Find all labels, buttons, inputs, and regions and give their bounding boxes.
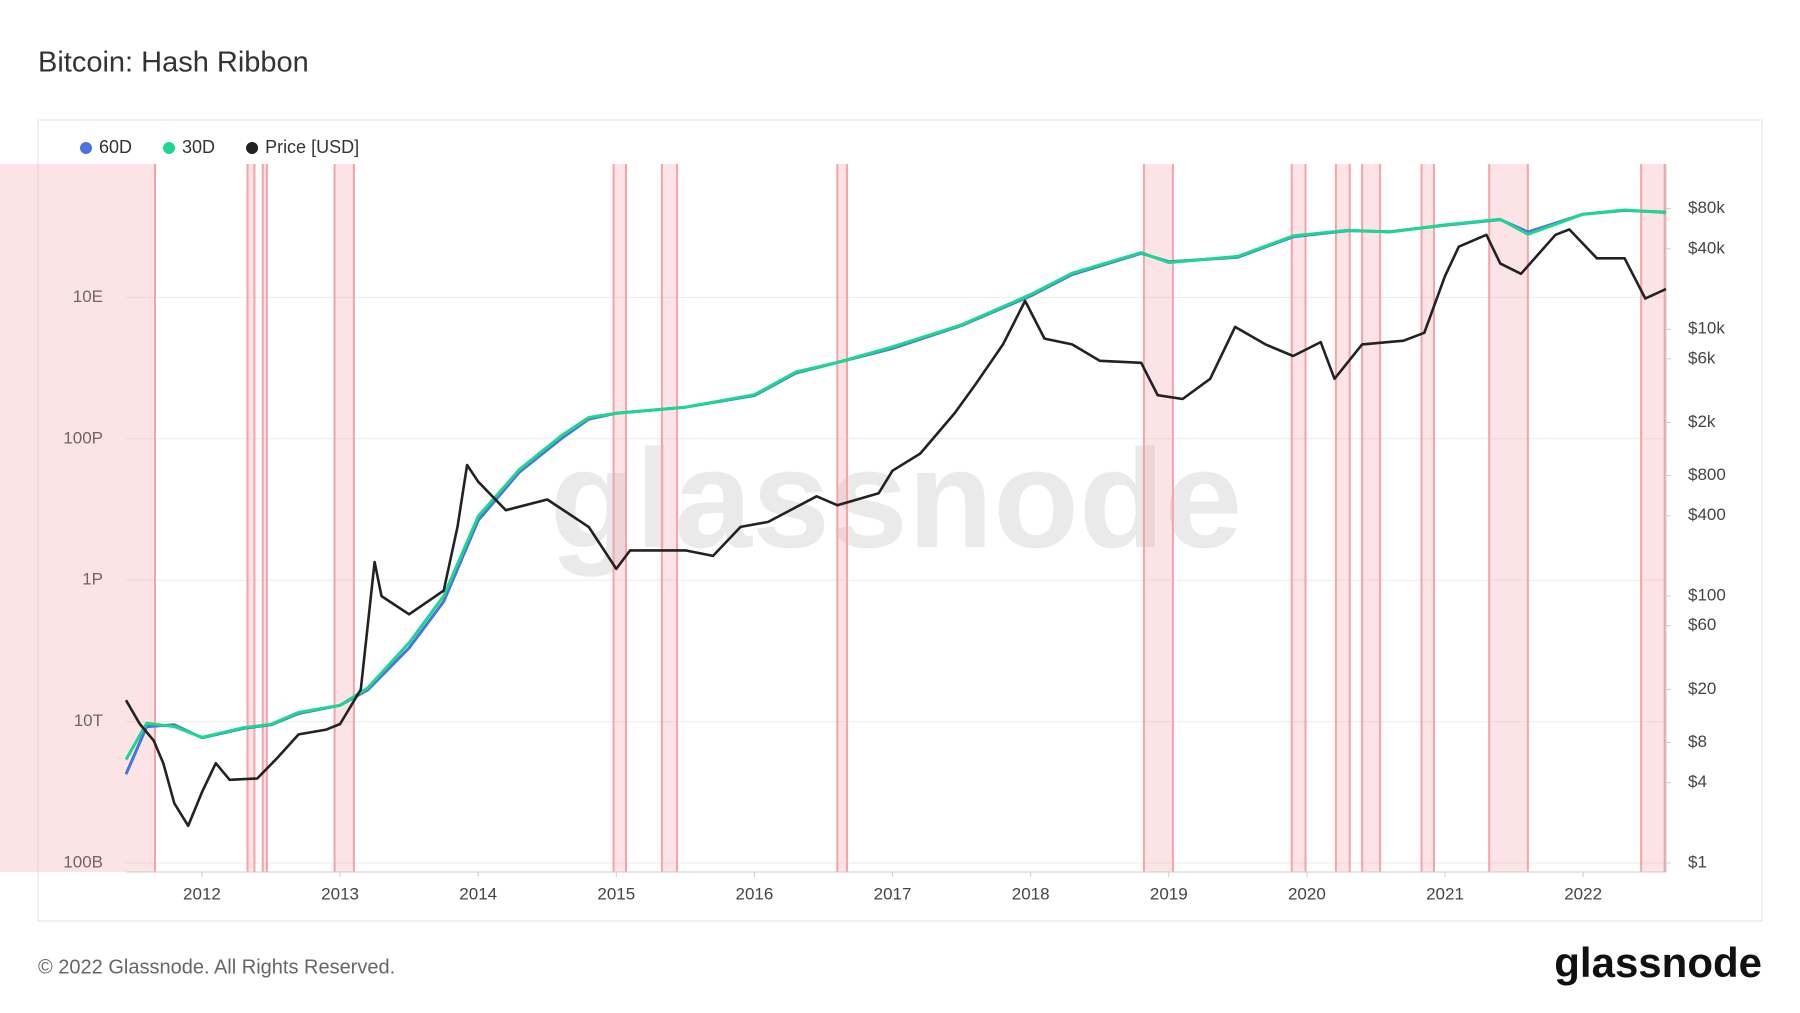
- capitulation-band: [247, 164, 255, 872]
- y2-tick-label: $8: [1688, 732, 1707, 751]
- y2-tick-label: $800: [1688, 465, 1726, 484]
- legend-marker: [246, 142, 259, 154]
- capitulation-band: [334, 164, 354, 872]
- y-tick-label: 10T: [74, 711, 103, 730]
- capitulation-band: [1335, 164, 1350, 872]
- y2-tick-label: $4: [1688, 772, 1707, 791]
- capitulation-band: [613, 164, 626, 872]
- x-tick-label: 2021: [1426, 884, 1464, 903]
- series-line: [124, 208, 1667, 761]
- capitulation-band: [1143, 164, 1173, 872]
- capitulation-band: [1362, 164, 1381, 872]
- chart-title: Bitcoin: Hash Ribbon: [38, 47, 309, 79]
- copyright: © 2022 Glassnode. All Rights Reserved.: [38, 956, 395, 978]
- y-tick-label: 10E: [73, 287, 103, 306]
- y2-tick-label: $60: [1688, 615, 1716, 634]
- legend-label: 60D: [99, 137, 132, 157]
- capitulation-band: [1489, 164, 1528, 872]
- x-tick-label: 2014: [459, 884, 497, 903]
- legend-marker: [163, 142, 176, 154]
- series-line: [124, 228, 1667, 828]
- x-tick-label: 2018: [1012, 884, 1050, 903]
- capitulation-band: [837, 164, 847, 872]
- capitulation-band: [1291, 164, 1306, 872]
- capitulation-band: [1641, 164, 1665, 872]
- capitulation-band: [1421, 164, 1434, 872]
- x-tick-label: 2019: [1150, 884, 1188, 903]
- chart-frame: [37, 119, 1763, 922]
- x-tick-label: 2017: [874, 884, 912, 903]
- y-tick-label: 1P: [82, 570, 103, 589]
- x-tick-label: 2015: [597, 884, 635, 903]
- y2-tick-label: $2k: [1688, 412, 1716, 431]
- x-tick-label: 2013: [321, 884, 359, 903]
- y2-tick-label: $40k: [1688, 238, 1725, 257]
- capitulation-band: [0, 164, 156, 872]
- watermark: glassnode: [550, 420, 1242, 577]
- y2-tick-label: $20: [1688, 679, 1716, 698]
- legend-marker: [80, 142, 92, 154]
- logo: glassnode: [1554, 939, 1762, 986]
- y2-tick-label: $100: [1688, 586, 1726, 605]
- x-tick-label: 2012: [183, 884, 221, 903]
- capitulation-band: [661, 164, 678, 872]
- y2-tick-label: $400: [1688, 505, 1726, 524]
- x-tick-label: 2016: [736, 884, 774, 903]
- y-tick-label: 100P: [63, 428, 103, 447]
- x-tick-label: 2020: [1288, 884, 1326, 903]
- legend-label: 30D: [182, 137, 215, 157]
- y2-tick-label: $6k: [1688, 348, 1716, 367]
- y2-tick-label: $1: [1688, 852, 1707, 871]
- y2-tick-label: $80k: [1688, 198, 1725, 217]
- y-tick-label: 100B: [63, 852, 103, 871]
- x-tick-label: 2022: [1564, 884, 1602, 903]
- y2-tick-label: $10k: [1688, 319, 1725, 338]
- capitulation-band: [262, 164, 267, 872]
- legend-label: Price [USD]: [265, 137, 359, 157]
